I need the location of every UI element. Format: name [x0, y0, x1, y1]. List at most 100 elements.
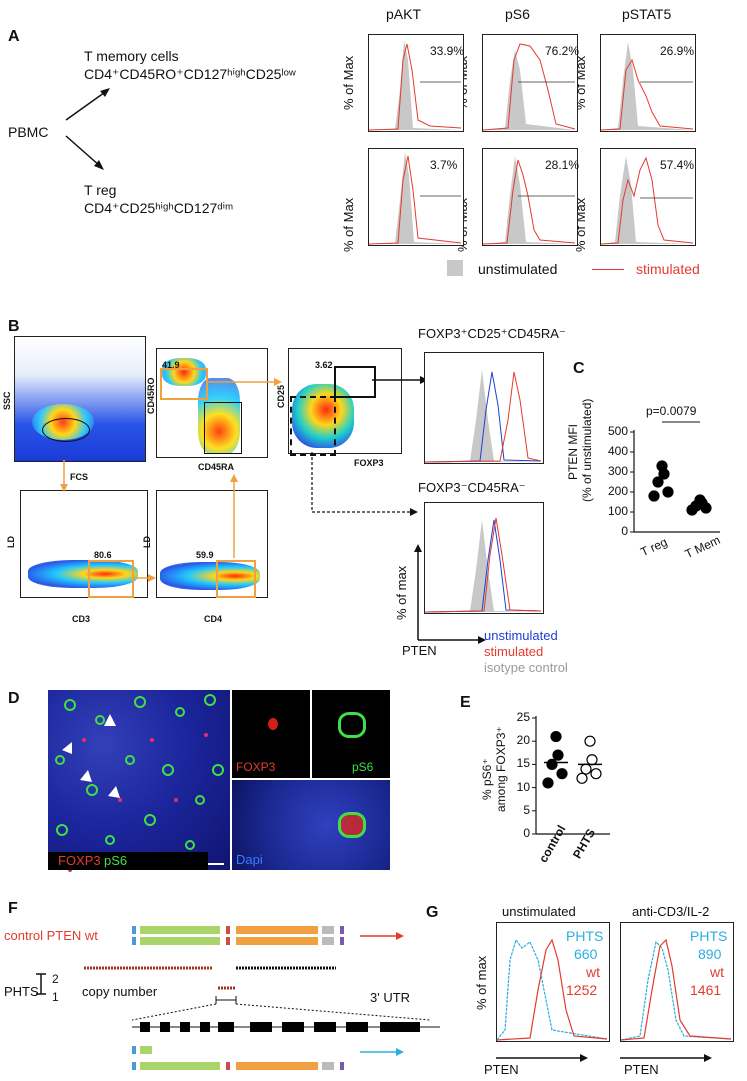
b-xlabel: PTEN — [402, 643, 437, 658]
data-point — [658, 468, 670, 480]
panel-d-letter: D — [8, 690, 20, 707]
cd45ra-label: CD45RA — [198, 462, 235, 472]
ytick-label: 25 — [516, 710, 530, 724]
ytick-label: 300 — [607, 464, 628, 478]
legend-stim-label: stimulated — [636, 261, 700, 277]
panel-b-letter: B — [8, 318, 20, 335]
hist-b2-title: FOXP3⁻CD45RA⁻ — [418, 480, 526, 495]
col-header-pstat5: pSTAT5 — [622, 6, 672, 22]
data-point — [550, 730, 562, 743]
gate-value-80-6: 80.6 — [94, 550, 112, 560]
legend-unstim-swatch — [447, 260, 463, 276]
panel-g-letter: G — [426, 904, 439, 921]
d-inset-dapi: Dapi — [236, 852, 263, 867]
data-point — [584, 735, 596, 747]
d-inset-ps6: pS6 — [352, 760, 374, 774]
d-label-ps6: pS6 — [104, 853, 128, 868]
gate-cd45ra — [204, 402, 242, 454]
gate-value-41-9: 41.9 — [162, 360, 180, 370]
cd4-density — [160, 562, 260, 590]
pbmc-label: PBMC — [8, 124, 49, 140]
data-point — [556, 768, 568, 780]
g-title-1: unstimulated — [502, 904, 576, 919]
cd45ro-density — [162, 358, 206, 386]
cd3-density — [28, 560, 138, 588]
hist-pakt-tmem — [368, 34, 464, 132]
panel-a-letter: A — [8, 28, 20, 45]
pct-pakt-tmem: 33.9% — [430, 44, 465, 58]
gate-value-3-62: 3.62 — [315, 360, 333, 370]
hist-pstat5-tmem — [600, 34, 696, 132]
fcs-label: FCS — [70, 472, 88, 482]
micrograph-main — [48, 690, 230, 870]
ytick-label: 20 — [516, 733, 530, 748]
g2-wt-value: 1461 — [690, 982, 722, 998]
data-point — [686, 504, 698, 516]
d-inset-foxp3: FOXP3 — [236, 760, 276, 774]
data-point — [652, 476, 664, 488]
g2-xlabel: PTEN — [624, 1062, 659, 1077]
g2-phts-value: 890 — [698, 946, 722, 962]
f-copy-number: copy number — [82, 984, 158, 999]
dotplot-ssc-fcs — [14, 336, 146, 462]
ytick-label: 5 — [523, 802, 530, 817]
ps6-cell — [338, 712, 366, 738]
hist-pakt-treg — [368, 148, 464, 246]
g1-xlabel: PTEN — [484, 1062, 519, 1077]
legend-unstim-label: unstimulated — [478, 261, 558, 277]
data-point — [576, 772, 588, 784]
pct-ps6-tmem: 76.2% — [545, 44, 580, 58]
cd25-density — [292, 384, 354, 448]
hist-ps6-treg — [482, 148, 578, 246]
d-label-foxp3: FOXP3 — [58, 853, 101, 868]
pct-pstat5-tmem: 26.9% — [660, 44, 695, 58]
data-point — [542, 777, 554, 789]
foxp3-label: FOXP3 — [354, 458, 384, 468]
ytick-label: 0 — [523, 826, 530, 840]
foxp3-cell — [268, 718, 278, 730]
treg-marker: CD4⁺CD25ʰⁱᵍʰCD127ᵈⁱᵐ — [84, 200, 234, 216]
g2-phts-label: PHTS — [690, 928, 728, 944]
data-point — [648, 490, 660, 502]
g1-wt-value: 1252 — [566, 982, 598, 998]
g1-wt-label: wt — [586, 964, 600, 980]
gate-foxp3-neg — [290, 396, 336, 456]
micrograph-foxp3 — [232, 690, 310, 778]
cd4-label: CD4 — [204, 614, 223, 624]
tmem-marker: CD4⁺CD45RO⁺CD127ʰⁱᵍʰCD25ˡᵒʷ — [84, 66, 296, 82]
treg-title: T reg — [84, 182, 117, 198]
g1-phts-value: 660 — [574, 946, 598, 962]
hist-b1-title: FOXP3⁺CD25⁺CD45RA⁻ — [418, 326, 566, 341]
b-legend-unstim: unstimulated — [484, 628, 558, 643]
gate-cd4 — [216, 560, 256, 598]
g-title-2: anti-CD3/IL-2 — [632, 904, 710, 919]
micrograph-ps6 — [312, 690, 390, 778]
pct-pakt-treg: 3.7% — [430, 158, 458, 172]
ytick-label: 400 — [607, 444, 628, 458]
panel-f-letter: F — [8, 900, 18, 917]
col-header-ps6: pS6 — [505, 6, 530, 22]
pct-ps6-treg: 28.1% — [545, 158, 580, 172]
hist-ps6-tmem — [482, 34, 578, 132]
data-point — [700, 502, 712, 514]
data-point — [662, 486, 674, 498]
cd45ra-density — [198, 378, 240, 454]
legend-stim-line — [592, 269, 624, 270]
d-label-bar — [48, 852, 208, 870]
pct-pstat5-treg: 57.4% — [660, 158, 695, 172]
ytick-label: 200 — [607, 484, 628, 498]
data-point — [590, 768, 602, 780]
f-control-label: control PTEN wt — [4, 928, 98, 943]
ytick-label: 0 — [621, 524, 628, 538]
merge-cell — [338, 812, 366, 838]
f-phts-label: PHTS — [4, 984, 39, 999]
tmem-title: T memory cells — [84, 48, 179, 64]
gate-cd45ro — [160, 368, 208, 400]
